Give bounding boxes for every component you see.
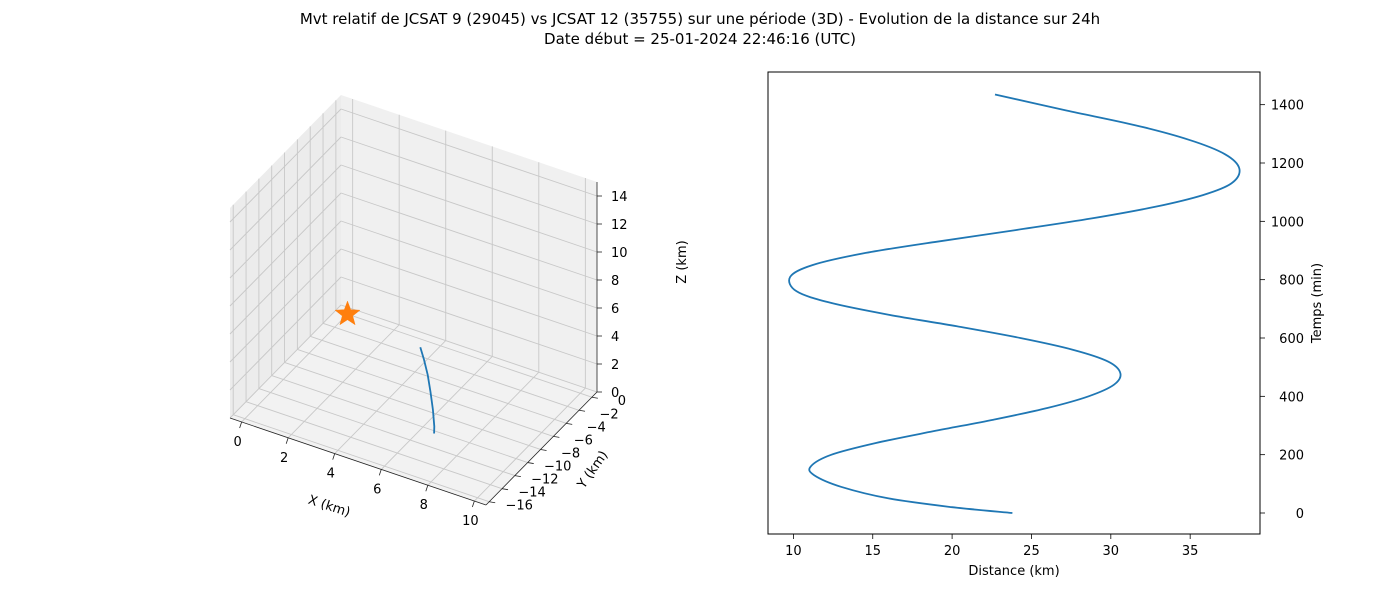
z-tick-label: 12 [611,218,628,233]
z-tick-label: 4 [611,330,619,345]
z-gridline-left [229,304,342,419]
x-gridline-floor [334,340,447,454]
reference-star-marker [334,300,361,326]
x-tick-mark [378,469,382,476]
x-tick-mark [285,437,289,444]
z-tick-label: 0 [611,386,619,401]
plot-3d-relative-motion: 02468100−2−4−6−8−10−12−14−1602468101214 … [229,95,690,529]
y-gridline-floor [233,414,490,503]
figure-title: Mvt relatif de JCSAT 9 (29045) vs JCSAT … [300,10,1100,28]
y-tick-label: −12 [531,473,558,488]
y-tick-mark [566,422,573,425]
z-gridline-back [340,164,598,253]
y-tick-mark [527,462,534,464]
x-tick-mark [332,453,336,460]
z-gridline-left [229,136,342,251]
z-gridline-left [229,192,342,307]
x-axis-line [229,417,487,506]
y-tick-mark [540,449,547,451]
y-gridline-floor [297,348,554,437]
time-tick-label: 0 [1296,507,1304,522]
y-tick-label: −10 [544,460,571,475]
time-axis-label: Temps (min) [1310,263,1325,344]
y-tick-label: −16 [505,499,532,514]
figure-subtitle: Date début = 25-01-2024 22:46:16 (UTC) [544,30,856,48]
z-tick-label: 8 [611,274,619,289]
z-gridline-left [229,276,342,391]
plot-distance-evolution: 10 15 20 25 30 35 0 200 400 600 800 1000 1200 1400 D… [767,71,1325,579]
x-gridline-floor [380,356,493,470]
y-axis-line [485,391,598,506]
y-gridline-floor [284,362,541,450]
z-gridline-back [340,248,598,337]
y-tick-label: 0 [618,394,626,409]
distance-tick-label: 30 [1103,544,1120,559]
z-gridline-left [229,220,342,335]
distance-tick-label: 10 [785,544,802,559]
x-tick-mark [425,485,429,492]
z-gridline-back [340,220,598,309]
x-tick-mark [471,500,475,508]
z-gridline-back [340,192,598,281]
z-axis-label: Z (km) [675,240,690,283]
z-tick-label: 14 [611,190,628,205]
y-gridline-floor [322,322,580,411]
z-gridline-left [229,164,342,279]
z-tick-label: 6 [611,302,619,317]
z-tick-label: 10 [611,246,628,261]
time-tick-label: 400 [1279,390,1304,405]
back-pane [341,95,597,392]
distance-axis-label: Distance (km) [968,564,1059,579]
y-tick-mark [489,501,496,504]
y-tick-mark [553,436,560,438]
y-tick-mark [591,396,598,399]
z-gridline-left [229,248,342,363]
time-tick-label: 800 [1279,274,1304,289]
y-gridline-floor [258,388,516,477]
x-gridline-floor [427,371,540,486]
x-tick-label: 6 [373,482,381,497]
y-gridline-floor [310,335,567,424]
time-tick-label: 600 [1279,332,1304,347]
time-tick-label: 1400 [1271,99,1304,114]
x-tick-label: 8 [420,498,428,513]
x-gridline-floor [241,308,353,423]
y-gridline-floor [271,375,528,463]
y-tick-mark [514,475,521,478]
plot-area-frame [767,71,1261,535]
z-gridline-left [229,108,342,223]
y-gridline-floor [245,401,503,490]
z-gridline-back [340,276,598,365]
left-pane [230,95,341,418]
y-tick-label: −6 [574,433,593,448]
z-gridline-back [340,108,598,197]
distance-tick-label: 15 [864,544,881,559]
y-tick-mark [578,409,586,412]
x-tick-label: 10 [462,514,479,529]
z-tick-label: 2 [611,358,619,373]
relative-trajectory-line [419,347,436,434]
y-tick-label: −4 [587,420,606,435]
time-tick-label: 1200 [1271,157,1304,172]
x-tick-mark [239,421,243,429]
y-tick-mark [501,488,509,491]
z-gridline-back [340,136,598,225]
distance-tick-label: 20 [944,544,961,559]
y-gridline-floor [335,309,593,398]
distance-tick-label: 25 [1023,544,1040,559]
distance-tick-label: 35 [1182,544,1199,559]
y-tick-label: −14 [518,486,545,501]
y-tick-label: −2 [599,407,618,422]
x-tick-label: 0 [233,435,241,450]
x-tick-label: 4 [327,467,335,482]
time-tick-label: 200 [1279,449,1304,464]
time-tick-label: 1000 [1271,215,1304,230]
x-gridline-floor [287,324,400,439]
y-tick-label: −8 [561,446,580,461]
x-gridline-floor [474,387,586,502]
distance-series-line [788,93,1241,514]
x-tick-label: 2 [280,451,288,466]
z-gridline-back [340,304,598,393]
